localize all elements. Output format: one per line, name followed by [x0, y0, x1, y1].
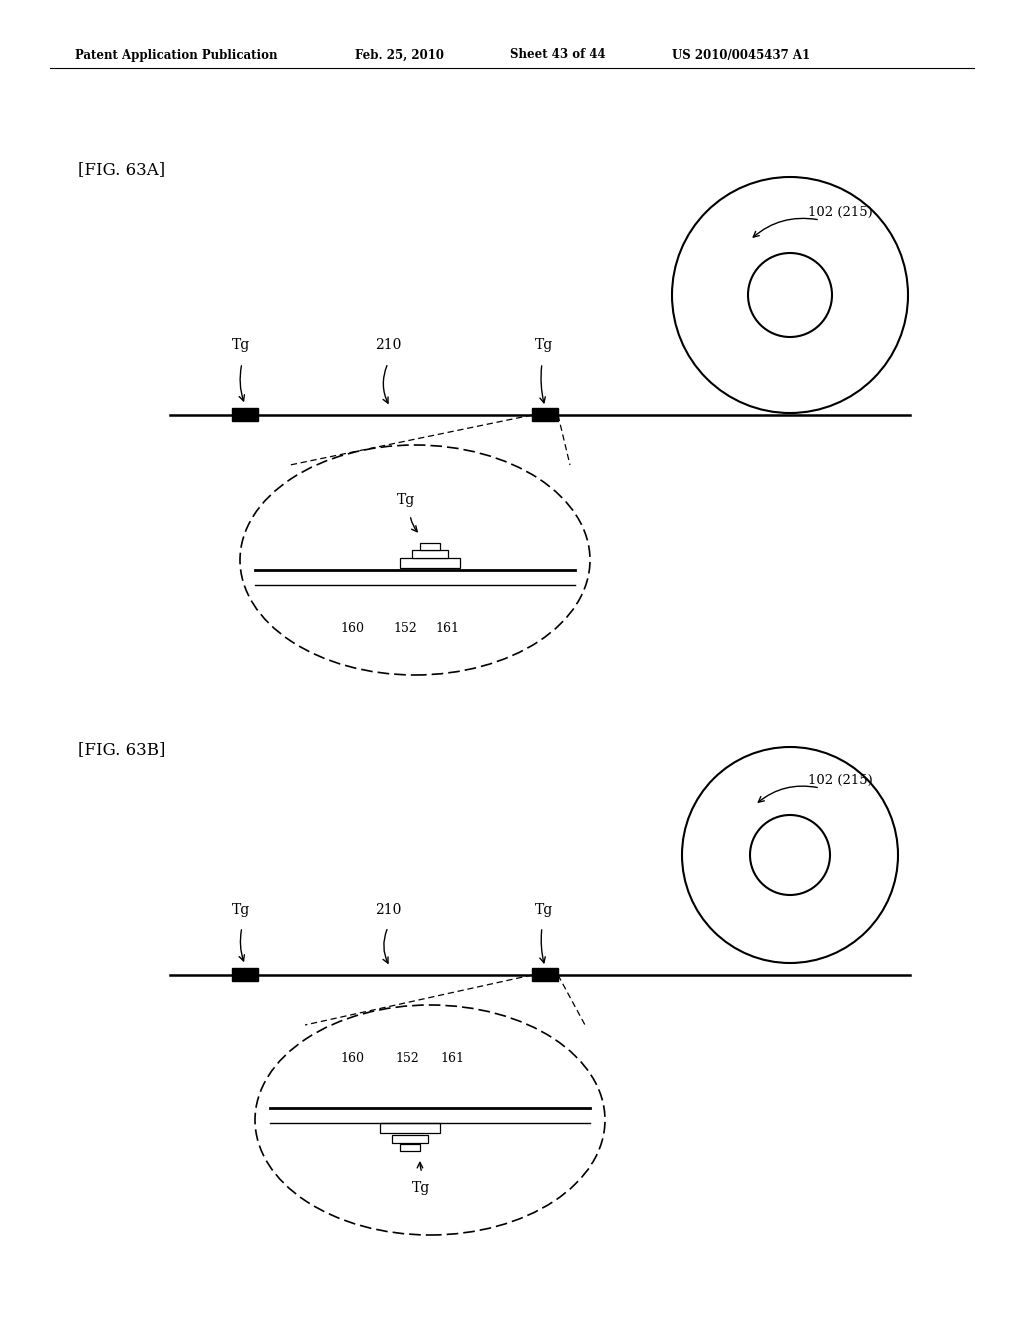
Bar [400, 1144, 420, 1151]
Text: 152: 152 [395, 1052, 419, 1064]
Bar [412, 550, 449, 558]
Text: Feb. 25, 2010: Feb. 25, 2010 [355, 49, 444, 62]
Text: [FIG. 63A]: [FIG. 63A] [78, 161, 165, 178]
Text: Tg: Tg [397, 492, 416, 507]
Text: Sheet 43 of 44: Sheet 43 of 44 [510, 49, 605, 62]
Text: 160: 160 [340, 622, 364, 635]
Bar [420, 543, 440, 550]
Text: Tg: Tg [232, 903, 250, 917]
Text: US 2010/0045437 A1: US 2010/0045437 A1 [672, 49, 810, 62]
Text: 210: 210 [375, 338, 401, 352]
Text: Tg: Tg [535, 903, 553, 917]
Text: 210: 210 [375, 903, 401, 917]
Bar [380, 1123, 440, 1133]
Text: 152: 152 [393, 622, 417, 635]
Bar [232, 968, 258, 981]
Text: 161: 161 [435, 622, 459, 635]
Text: Patent Application Publication: Patent Application Publication [75, 49, 278, 62]
Bar [232, 408, 258, 421]
Text: Tg: Tg [412, 1181, 430, 1195]
Text: 160: 160 [340, 1052, 364, 1064]
Bar [532, 408, 558, 421]
Text: 102 (215): 102 (215) [808, 206, 872, 219]
Text: 102 (215): 102 (215) [808, 774, 872, 787]
Text: 161: 161 [440, 1052, 464, 1064]
Text: Tg: Tg [232, 338, 250, 352]
Text: [FIG. 63B]: [FIG. 63B] [78, 742, 165, 759]
Text: Tg: Tg [535, 338, 553, 352]
Bar [392, 1135, 428, 1143]
Bar [400, 558, 460, 568]
Bar [532, 968, 558, 981]
